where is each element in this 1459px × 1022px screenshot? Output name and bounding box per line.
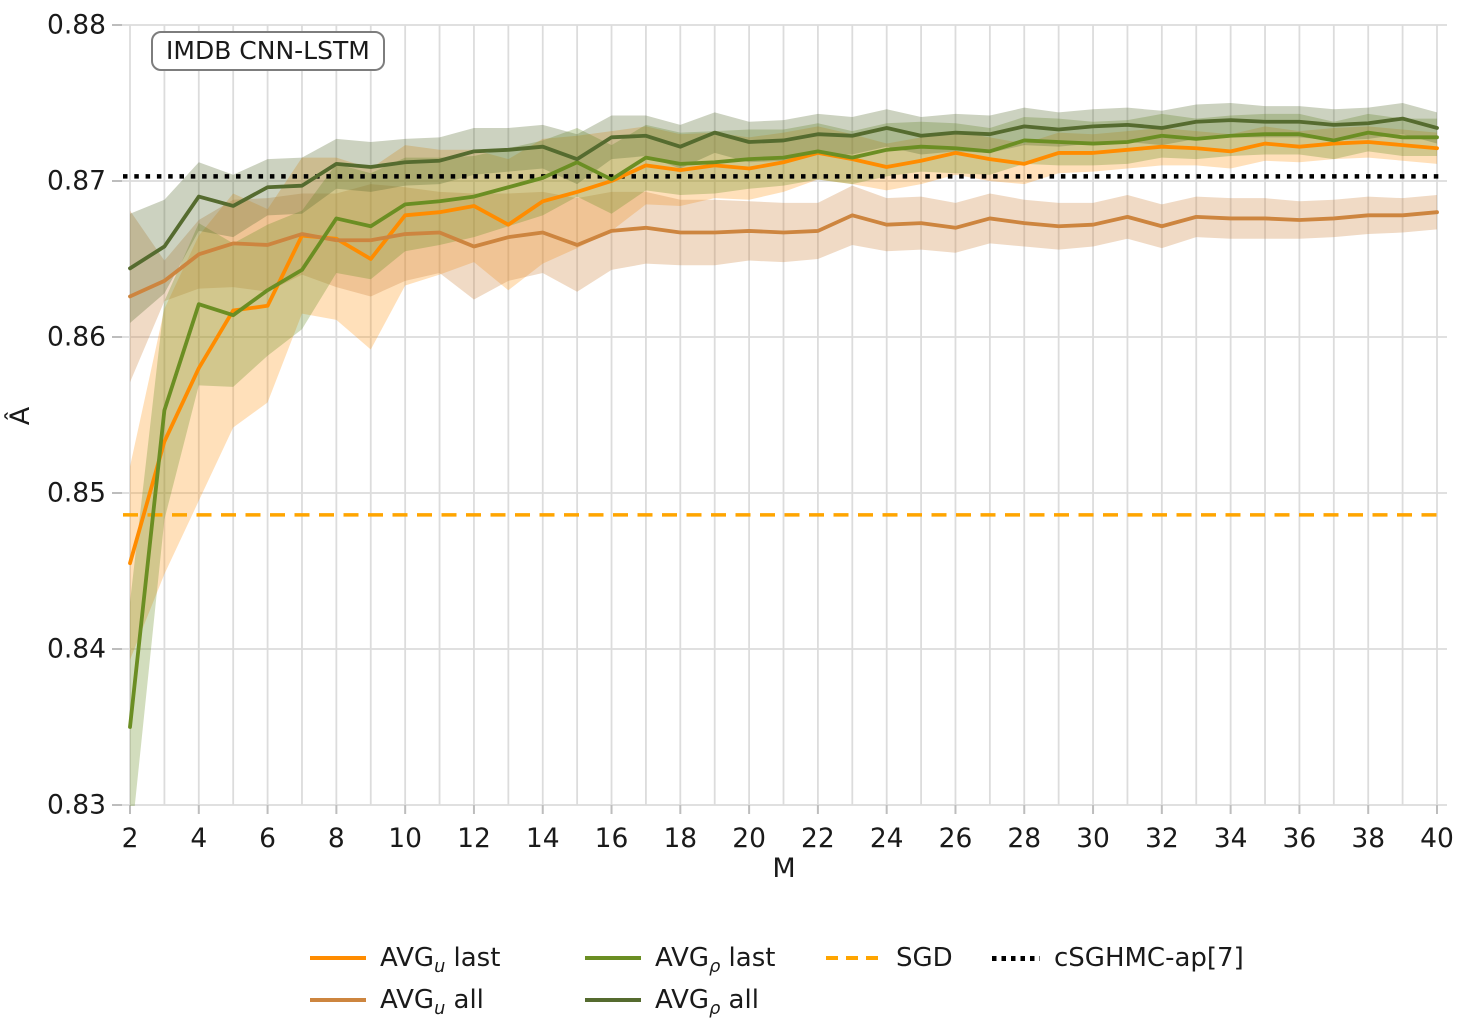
tick-marks xyxy=(112,24,1438,814)
band-avg-u-last xyxy=(130,126,1437,660)
y-tick-label: 0.87 xyxy=(47,166,106,197)
x-tick-label: 6 xyxy=(259,823,276,854)
y-tick-label: 0.83 xyxy=(47,790,106,821)
x-tick-label: 12 xyxy=(457,823,491,854)
x-tick-label: 32 xyxy=(1145,823,1179,854)
y-axis-label: Â xyxy=(4,406,36,426)
x-tick-label: 18 xyxy=(663,823,697,854)
x-axis-label: M xyxy=(772,853,796,884)
series-line-avg-all xyxy=(128,116,1439,271)
y-tick-label: 0.85 xyxy=(47,478,106,509)
x-tick-label: 28 xyxy=(1007,823,1041,854)
series-line-avg-u-all xyxy=(128,210,1439,299)
x-tick-label: 30 xyxy=(1076,823,1110,854)
y-tick-label: 0.88 xyxy=(47,10,106,41)
band-avg-u-all xyxy=(130,184,1437,383)
series-lines xyxy=(128,116,1439,729)
y-tick-label: 0.86 xyxy=(47,322,106,353)
x-tick-label: 10 xyxy=(388,823,422,854)
plot-annotation-box: IMDB CNN-LSTM xyxy=(151,31,385,71)
x-tick-label: 4 xyxy=(190,823,207,854)
x-tick-label: 24 xyxy=(870,823,904,854)
reference-lines xyxy=(123,174,1440,517)
x-tick-label: 36 xyxy=(1283,823,1317,854)
tick-labels: 2 4 6 8 10 12 14 16 18 20 22 24 26 28 30 32 34 36 38 400.83… xyxy=(47,10,1454,855)
x-tick-label: 38 xyxy=(1351,823,1385,854)
x-tick-label: 26 xyxy=(939,823,973,854)
x-tick-label: 40 xyxy=(1420,823,1454,854)
x-tick-label: 22 xyxy=(801,823,835,854)
x-tick-label: 20 xyxy=(732,823,766,854)
x-tick-label: 8 xyxy=(328,823,345,854)
x-tick-label: 16 xyxy=(595,823,629,854)
x-tick-label: 2 xyxy=(122,823,139,854)
x-tick-label: 14 xyxy=(526,823,560,854)
x-tick-label: 34 xyxy=(1214,823,1248,854)
series-line-avg-u-last xyxy=(128,140,1439,566)
series-line-avg-last xyxy=(128,130,1439,729)
y-tick-label: 0.84 xyxy=(47,634,106,665)
grid xyxy=(122,24,1447,806)
